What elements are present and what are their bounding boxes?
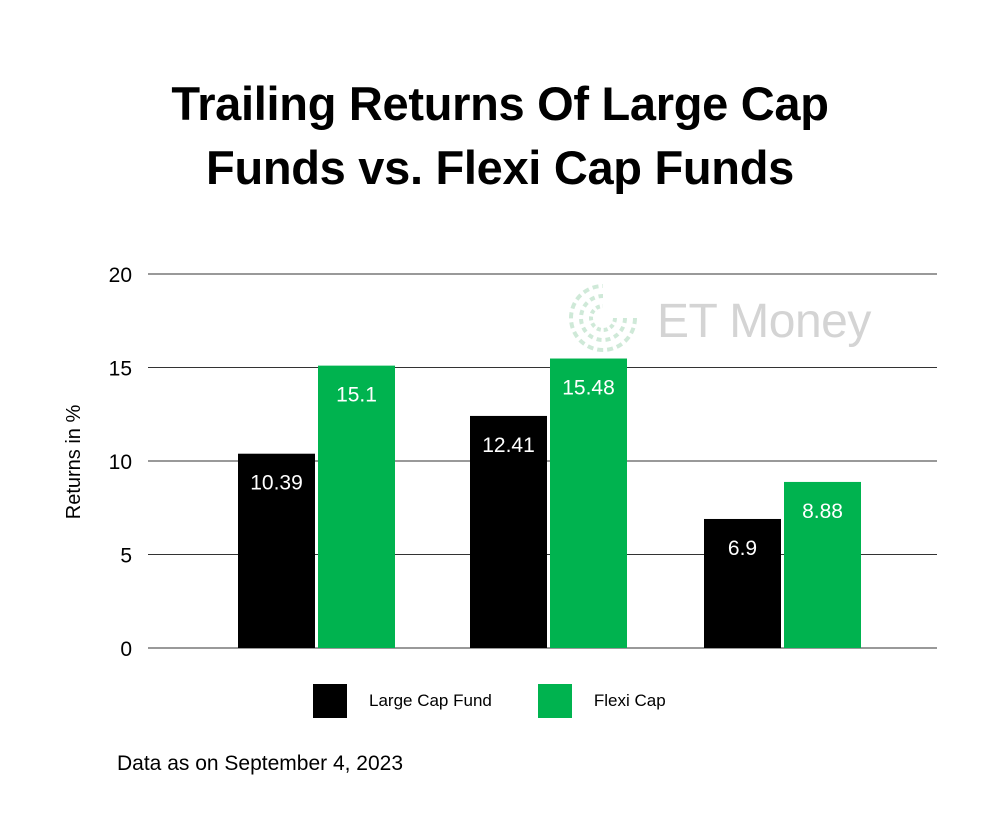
watermark: ET Money	[565, 280, 895, 355]
bar-flexi-cap-1	[550, 358, 627, 648]
data-label-flexi-cap-0: 15.1	[336, 384, 377, 407]
y-axis-label: Returns in %	[63, 405, 85, 520]
bar-flexi-cap-0	[318, 365, 395, 648]
bar-flexi-cap-2	[784, 481, 861, 648]
legend: Large Cap Fund Flexi Cap	[313, 683, 712, 719]
chart-title: Trailing Returns Of Large Cap Funds vs. …	[0, 72, 1000, 200]
legend-swatch-flexi-cap	[537, 684, 572, 718]
chart-title-line-1: Trailing Returns Of Large Cap	[171, 77, 829, 130]
chart-title-line-2: Funds vs. Flexi Cap Funds	[206, 141, 794, 194]
legend-label-large-cap: Large Cap Fund	[369, 691, 492, 710]
legend-item-flexi-cap: Flexi Cap	[537, 684, 666, 718]
y-tick-label-1: 5	[120, 545, 132, 568]
y-tick-label-2: 10	[109, 451, 132, 474]
y-tick-label-0: 0	[120, 638, 132, 661]
data-label-large-cap-2: 6.9	[728, 537, 757, 560]
legend-label-flexi-cap: Flexi Cap	[593, 691, 666, 710]
legend-swatch-large-cap	[313, 684, 347, 718]
data-label-large-cap-0: 10.39	[250, 472, 303, 495]
et-money-logo-icon	[569, 284, 639, 352]
legend-item-large-cap: Large Cap Fund	[313, 684, 492, 718]
footnote: Data as on September 4, 2023	[117, 752, 404, 775]
y-tick-label-3: 15	[109, 358, 132, 381]
y-tick-label-4: 20	[109, 264, 132, 287]
watermark-text: ET Money	[657, 295, 871, 348]
bar-large-cap-2	[704, 518, 781, 648]
data-label-flexi-cap-2: 8.88	[802, 500, 843, 523]
bar-large-cap-0	[238, 453, 315, 648]
data-label-flexi-cap-1: 15.48	[562, 377, 615, 400]
bar-large-cap-1	[470, 415, 547, 648]
data-label-large-cap-1: 12.41	[482, 434, 535, 457]
